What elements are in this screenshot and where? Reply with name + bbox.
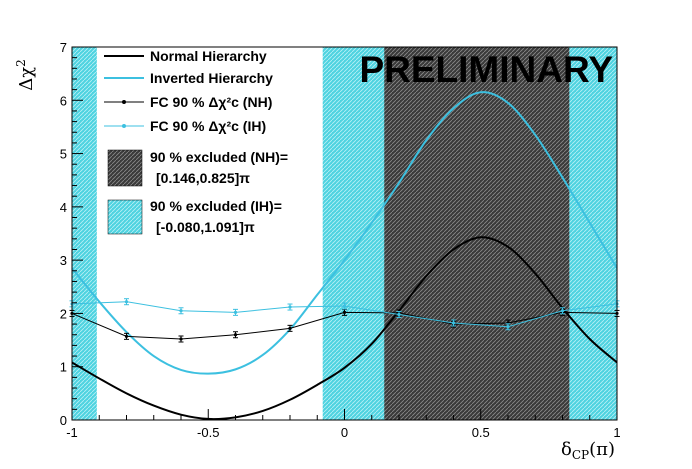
y-tick-label: 5 [60,147,67,162]
fc-nh-point [287,324,293,332]
y-tick-label: 1 [60,360,67,375]
fc-ih-point [287,303,293,311]
fc-ih-point [451,319,456,327]
legend-ih-band-swatch [107,199,143,235]
legend-label-ih-band: 90 % excluded (IH)= [150,198,282,214]
ih-curve [72,91,617,375]
x-tick-label: -0.5 [197,425,219,440]
legend-label-nh-band: 90 % excluded (NH)= [150,149,288,165]
y-tick-label: 0 [60,413,67,428]
legend-fc-nh-marker [122,100,126,104]
legend-nh-band-swatch [107,149,143,187]
fc-ih-point [505,323,511,331]
y-axis-title: Δχ2 [14,59,37,91]
nh-curve [72,236,617,420]
x-tick-label: 0.5 [472,425,490,440]
y-tick-label: 4 [60,200,67,215]
legend-label-nh: Normal Hierarchy [150,48,267,64]
legend-label-fc-ih: FC 90 % Δχ²c (IH) [150,118,266,134]
svg-text:δCP(π): δCP(π) [561,439,615,462]
fc-ih-point [178,307,184,315]
fc-nh-point [178,335,184,343]
legend: Normal Hierarchy Inverted Hierarchy FC 90 … [104,48,288,235]
watermark: PRELIMINARY [359,49,613,90]
axes: -1 -0.5 0 0.5 1 0 1 2 3 4 5 6 7 [60,40,621,440]
y-tick-label: 7 [60,40,67,55]
y-tick-label: 3 [60,253,67,268]
legend-label-ih-range: [-0.080,1.091]π [156,219,255,235]
x-tick-label: 1 [613,425,620,440]
excluded-band-ih-1 [72,47,97,420]
curves [72,91,617,420]
svg-text:Δχ2: Δχ2 [14,59,37,91]
fc-nh-point [124,332,129,340]
fc-nh-point [233,331,238,339]
fc-ih-point [560,307,565,315]
y-tick-label: 6 [60,93,67,108]
y-tick-label: 2 [60,306,67,321]
fc-ih-point [124,298,129,306]
fc-ih-point [342,302,347,310]
x-tick-label: -1 [66,425,78,440]
excluded-band-nh-0 [384,47,570,420]
x-tick-label: 0 [341,425,348,440]
fc-ih-point [233,308,238,316]
x-axis-title: δCP(π) [561,439,615,462]
fc-ih-point [396,310,402,318]
legend-label-nh-range: [0.146,0.825]π [156,170,250,186]
legend-label-fc-nh: FC 90 % Δχ²c (NH) [150,94,272,110]
excluded-regions [72,47,617,420]
legend-fc-ih-marker [122,124,126,128]
legend-label-ih: Inverted Hierarchy [150,70,273,86]
